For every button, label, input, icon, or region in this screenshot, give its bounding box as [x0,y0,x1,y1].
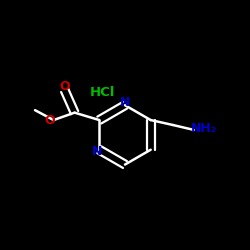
Text: NH₂: NH₂ [191,122,217,135]
Text: O: O [60,80,70,93]
Text: N: N [92,145,102,158]
Text: HCl: HCl [90,86,116,99]
Text: N: N [120,96,130,109]
Text: O: O [44,114,55,126]
